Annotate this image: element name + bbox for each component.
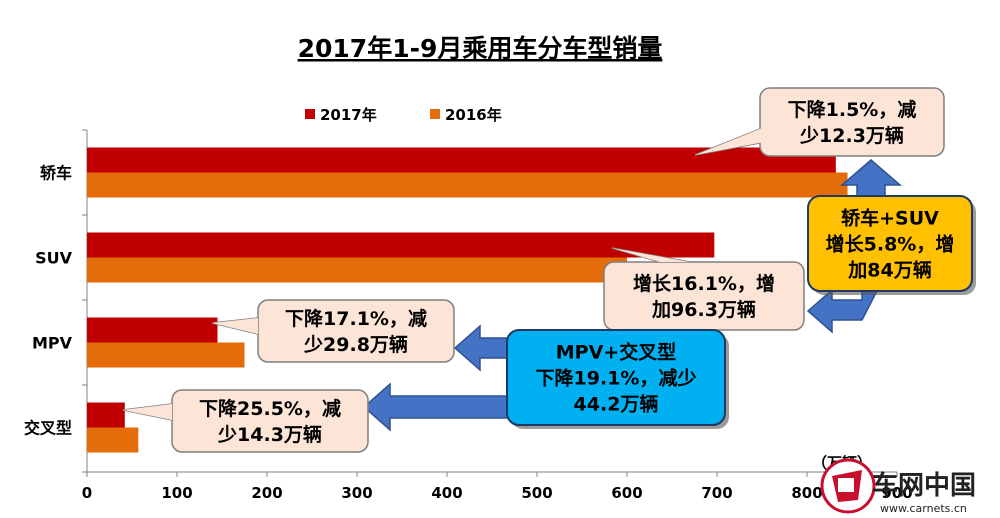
summary-box bbox=[807, 195, 973, 292]
bar bbox=[87, 257, 627, 283]
x-tick-label: 300 bbox=[341, 484, 372, 502]
bar bbox=[87, 402, 125, 428]
arrow-left-mpv bbox=[453, 324, 511, 372]
bar bbox=[87, 232, 715, 258]
callout-pointer-fill bbox=[212, 318, 258, 334]
summary-box bbox=[506, 329, 726, 426]
annotation-line: 加96.3万辆 bbox=[651, 298, 756, 321]
arrow-left-suv bbox=[806, 288, 880, 334]
watermark-url: www.carnets.cn bbox=[880, 502, 967, 515]
annotation-line: 少14.3万辆 bbox=[217, 423, 322, 446]
legend-swatch bbox=[430, 109, 440, 119]
x-tick-label: 600 bbox=[611, 484, 642, 502]
x-tick-label: 900 bbox=[881, 484, 912, 502]
category-label: MPV bbox=[32, 334, 73, 353]
category-label: 交叉型 bbox=[24, 419, 72, 438]
annotation-line: 下降1.5%，减 bbox=[788, 98, 917, 121]
x-tick-label: 500 bbox=[521, 484, 552, 502]
annotations: 下降1.5%，减少12.3万辆增长16.1%，增加96.3万辆下降17.1%，减… bbox=[122, 87, 976, 453]
callout-box bbox=[759, 87, 945, 157]
annotation-line: 44.2万辆 bbox=[574, 393, 659, 416]
legend-label: 2016年 bbox=[445, 106, 502, 124]
legend-swatch bbox=[305, 109, 315, 119]
category-label: SUV bbox=[35, 249, 73, 268]
x-tick-label: 200 bbox=[251, 484, 282, 502]
annotation-line: 下降19.1%，减少 bbox=[536, 367, 697, 390]
bar bbox=[87, 317, 218, 343]
x-tick-label: 700 bbox=[701, 484, 732, 502]
watermark-name: 车网中国 bbox=[872, 470, 976, 501]
bar bbox=[87, 427, 139, 453]
callout-box bbox=[171, 389, 369, 453]
annotation-line: MPV+交叉型 bbox=[556, 341, 676, 364]
legend: 2017年 2016年 bbox=[305, 106, 502, 124]
callout-pointer-fill bbox=[123, 404, 172, 420]
bar bbox=[87, 342, 245, 368]
annotation-line: 下降17.1%，减 bbox=[285, 307, 427, 330]
annotation-line: 少12.3万辆 bbox=[799, 124, 904, 147]
annotation-line: 增长5.8%，增 bbox=[826, 233, 955, 256]
axes: 0100200300400500600700800900（万辆）轿车SUVMPV… bbox=[24, 129, 913, 502]
chart-title: 2017年1-9月乘用车分车型销量 bbox=[298, 34, 663, 63]
x-tick-label: 800 bbox=[791, 484, 822, 502]
annotation-line: 少29.8万辆 bbox=[303, 333, 408, 356]
x-tick-label: 100 bbox=[161, 484, 192, 502]
category-label: 轿车 bbox=[40, 164, 72, 183]
arrow-up bbox=[839, 159, 903, 197]
annotation-line: 下降25.5%，减 bbox=[199, 397, 341, 420]
legend-label: 2017年 bbox=[320, 106, 377, 124]
bars bbox=[87, 147, 848, 453]
callout-pointer-fill bbox=[612, 248, 690, 262]
watermark-logo: 车网中国 www.carnets.cn bbox=[820, 458, 976, 515]
annotation-line: 轿车+SUV bbox=[841, 207, 939, 230]
bar bbox=[87, 172, 848, 198]
x-tick-label: 0 bbox=[82, 484, 92, 502]
bar bbox=[87, 147, 836, 173]
arrow-left-cross bbox=[362, 382, 516, 432]
arrows bbox=[362, 159, 903, 432]
callout-pointer-fill bbox=[695, 125, 770, 155]
annotation-line: 增长16.1%，增 bbox=[633, 272, 775, 295]
annotation-line: 加84万辆 bbox=[847, 259, 931, 282]
x-tick-label: 400 bbox=[431, 484, 462, 502]
